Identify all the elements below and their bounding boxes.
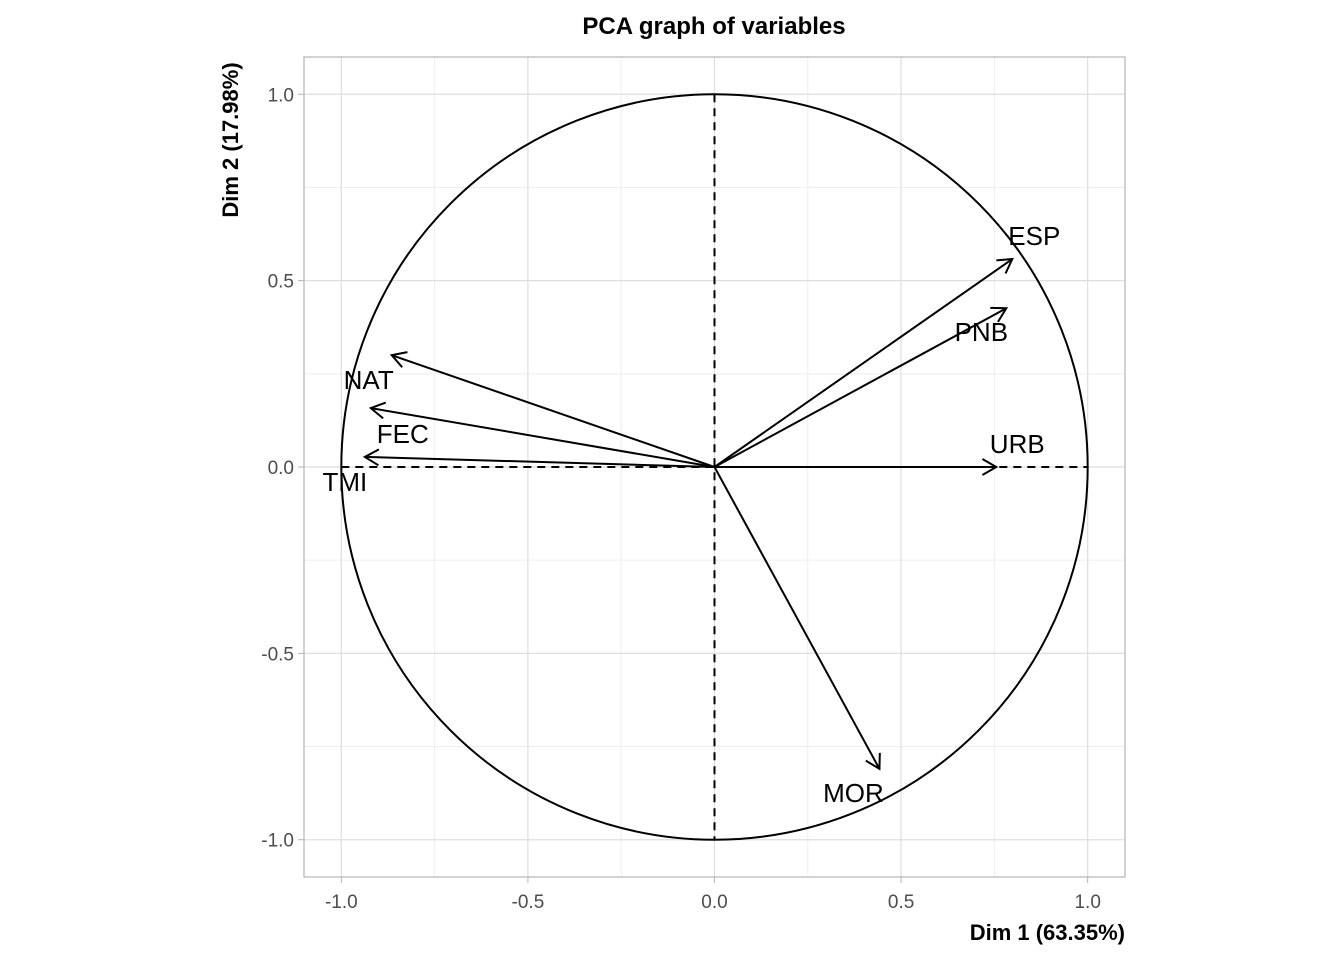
y-axis-label: Dim 2 (17.98%) — [218, 62, 243, 217]
arrowhead-tmi — [362, 448, 380, 467]
y-tick-label: -1.0 — [261, 831, 294, 852]
label-esp: ESP — [1008, 221, 1060, 251]
arrow-mor — [713, 466, 881, 770]
tick-labels: -1.0 -1.0 -0.5 -0.5 0.0 0.0 0.5 0.5 1.0 1.0 — [261, 85, 1101, 913]
x-tick-label: 0.0 — [701, 892, 727, 913]
chart-title: PCA graph of variables — [582, 13, 845, 40]
label-pnb: PNB — [955, 317, 1008, 347]
x-tick-label: 1.0 — [1074, 892, 1100, 913]
panel-border — [303, 56, 1126, 878]
label-urb: URB — [990, 429, 1045, 459]
arrowhead-esp — [996, 257, 1014, 274]
arrowhead-fec — [368, 401, 387, 420]
label-tmi: TMI — [322, 467, 367, 497]
arrowhead-nat — [389, 351, 408, 368]
y-tick-label: -0.5 — [261, 644, 294, 665]
variable-arrows: ESP PNB URB MOR NAT FEC TMI — [322, 221, 1060, 808]
label-mor: MOR — [823, 778, 884, 808]
arrow-pnb — [714, 307, 1007, 468]
arrow-esp — [713, 258, 1013, 468]
label-fec: FEC — [377, 419, 429, 449]
arrowhead-pnb — [990, 306, 1009, 323]
y-tick-label: 0.0 — [268, 458, 294, 479]
x-tick-label: 0.5 — [888, 892, 914, 913]
x-axis-label: Dim 1 (63.35%) — [970, 920, 1125, 945]
arrow-nat — [391, 354, 715, 468]
y-tick-label: 0.5 — [268, 272, 294, 293]
y-tick-label: 1.0 — [268, 85, 294, 106]
x-tick-label: -1.0 — [325, 892, 358, 913]
arrowhead-urb — [981, 458, 999, 476]
label-nat: NAT — [344, 365, 394, 395]
x-tick-label: -0.5 — [512, 892, 545, 913]
arrow-tmi — [364, 455, 715, 468]
arrowhead-mor — [865, 752, 881, 771]
arrow-fec — [370, 407, 715, 468]
